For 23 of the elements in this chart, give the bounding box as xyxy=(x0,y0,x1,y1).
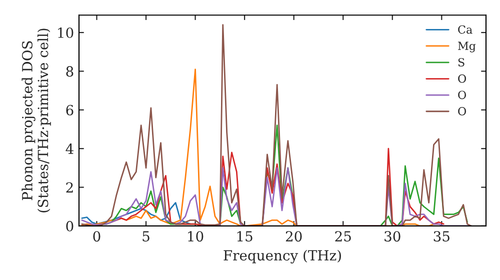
x-axis-title: Frequency (THz) xyxy=(224,250,341,264)
x-tick-label: 30 xyxy=(384,231,400,242)
x-tick-label: 25 xyxy=(335,231,351,242)
y-tick-label: 10 xyxy=(58,27,74,38)
legend-label: O xyxy=(458,90,466,100)
x-tick-label: 10 xyxy=(188,231,204,242)
y-tick-label: 2 xyxy=(66,182,73,193)
legend-label: S xyxy=(458,58,464,66)
y-tick-label: 4 xyxy=(66,144,74,154)
legend-label: Ca xyxy=(458,25,472,34)
y-tick-label: 6 xyxy=(66,104,74,116)
x-tick-label: 35 xyxy=(434,231,450,242)
y-axis-title: Phonon projected DOS (States/THz·primitive cell) xyxy=(22,28,51,212)
legend-label: O xyxy=(458,74,466,83)
x-tick-label: 15 xyxy=(237,231,252,242)
y-tick-label: 8 xyxy=(66,66,74,77)
y-tick-label: 0 xyxy=(66,220,74,232)
line-series xyxy=(81,202,192,225)
x-tick-label: 0 xyxy=(93,231,100,242)
legend-label: O xyxy=(458,107,466,116)
x-tick-label: 20 xyxy=(286,231,302,242)
x-tick-label: 5 xyxy=(142,231,150,242)
legend-label: Mg xyxy=(458,42,476,52)
